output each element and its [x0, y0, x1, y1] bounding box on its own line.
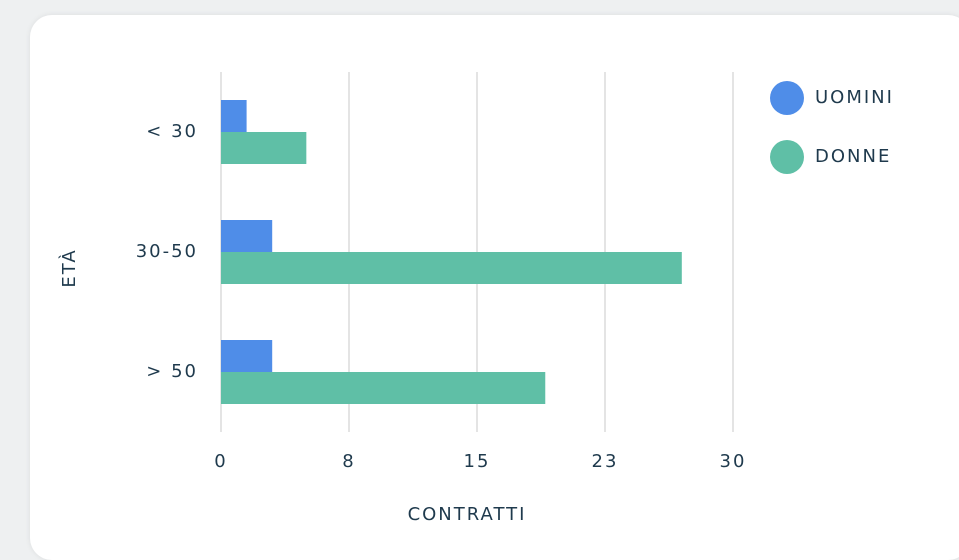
bar	[221, 132, 307, 164]
card	[30, 15, 959, 560]
chart: CONTRATTI ETÀ 0 8 15 23 30 < 30 30-50 > 50 UOMIN…	[58, 72, 894, 525]
bar	[221, 220, 273, 252]
y-tick-label: < 30	[146, 121, 198, 142]
y-tick-label: > 50	[146, 361, 198, 382]
legend-swatch	[770, 81, 804, 115]
x-tick-label: 0	[214, 451, 227, 472]
bar	[221, 100, 247, 132]
legend-label: UOMINI	[815, 87, 894, 108]
x-tick-label: 23	[592, 451, 619, 472]
bar	[221, 372, 546, 404]
legend-label: DONNE	[815, 146, 891, 167]
legend-swatch	[770, 140, 804, 174]
x-tick-label: 15	[464, 451, 491, 472]
y-tick-label: 30-50	[136, 241, 198, 262]
x-tick-label: 30	[720, 451, 747, 472]
page: CONTRATTI ETÀ 0 8 15 23 30 < 30 30-50 > 50 UOMIN…	[30, 15, 959, 560]
bar	[221, 252, 682, 284]
x-tick-label: 8	[342, 451, 355, 472]
y-axis-label: ETÀ	[58, 248, 80, 287]
bar	[221, 340, 273, 372]
x-axis-label: CONTRATTI	[408, 504, 527, 525]
